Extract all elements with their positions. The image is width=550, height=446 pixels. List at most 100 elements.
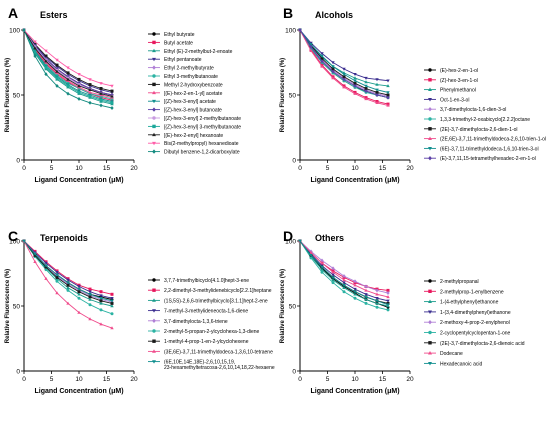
data-point xyxy=(353,73,357,76)
y-tick-label: 100 xyxy=(285,239,296,246)
x-tick-label: 20 xyxy=(130,165,138,172)
data-point xyxy=(66,66,70,70)
y-tick-label: 0 xyxy=(292,369,296,376)
data-point xyxy=(353,283,357,287)
data-point xyxy=(110,326,114,330)
x-tick-label: 0 xyxy=(298,165,302,172)
y-tick-label: 0 xyxy=(16,158,20,165)
legend-marker xyxy=(152,116,156,120)
legend-label: 1-(3,4-dimethylphenyl)ethanone xyxy=(440,310,511,316)
data-point xyxy=(33,252,37,256)
data-point xyxy=(353,83,357,88)
data-point xyxy=(353,290,357,294)
data-point xyxy=(110,312,114,316)
legend-label: (E)-3,7,11,15-tetramethylhexadec-2-en-1-… xyxy=(440,156,536,162)
legend-label: 1-(4-ethylphenyl)ethanone xyxy=(440,300,499,306)
legend-marker xyxy=(152,309,156,313)
data-point xyxy=(77,310,81,314)
data-point xyxy=(33,249,37,253)
data-point xyxy=(55,63,59,67)
x-tick-label: 0 xyxy=(22,165,26,172)
x-tick-label: 10 xyxy=(351,165,359,172)
data-point xyxy=(55,271,59,274)
series-line xyxy=(299,240,389,304)
y-tick-label: 50 xyxy=(289,304,297,311)
y-tick-label: 50 xyxy=(289,93,297,100)
legend-marker xyxy=(152,124,156,129)
data-point xyxy=(386,91,390,95)
y-tick-label: 0 xyxy=(292,158,296,165)
legend-marker xyxy=(428,106,432,112)
data-point xyxy=(353,81,357,85)
data-point xyxy=(320,59,324,64)
data-point xyxy=(353,91,357,95)
data-point xyxy=(364,97,368,101)
data-point xyxy=(309,44,313,49)
legend-label: 3,7-dimethylocta-1,3,6-triene xyxy=(164,319,228,325)
data-point xyxy=(77,287,81,291)
data-point xyxy=(66,77,70,81)
legend-marker xyxy=(428,147,432,151)
legend-label: Ethyl (E)-2-methylbut-2-enoate xyxy=(164,49,233,55)
legend-marker xyxy=(152,288,156,292)
legend-label: 2-methylprop-1-enylbenzene xyxy=(440,289,504,295)
data-point xyxy=(320,64,324,68)
data-point xyxy=(342,67,346,71)
legend-label-line: 23-hexamethyltetracosa-2,6,10,14,18,22-h… xyxy=(164,365,275,371)
data-point xyxy=(320,57,324,61)
data-point xyxy=(88,100,92,105)
data-point xyxy=(88,290,92,294)
data-point xyxy=(66,288,70,292)
legend-label: 2-cyclopentylcyclopentan-1-one xyxy=(440,331,511,337)
legend-marker xyxy=(152,57,156,62)
data-point xyxy=(55,69,59,73)
data-point xyxy=(99,290,103,294)
data-point xyxy=(66,91,70,96)
data-point xyxy=(331,273,335,277)
legend-label: 3,7-dimethylocta-1,6-dien-3-ol xyxy=(440,107,506,113)
x-axis-label: Ligand Concentration (μM) xyxy=(310,388,399,395)
legend-marker xyxy=(152,149,156,154)
panel-esters: A Esters 0 50 100 0 5 10 15 20 Ligand Concentratio… xyxy=(5,5,241,184)
legend-label: Dibutyl benzene-1,2-dicarboxylate xyxy=(164,150,240,156)
panel-others: D Others 0 50 100 0 5 10 15 20 Ligand Concentratio… xyxy=(280,228,525,395)
x-axis-label: Ligand Concentration (μM) xyxy=(310,177,399,184)
x-tick-label: 20 xyxy=(406,165,414,172)
legend-marker xyxy=(152,318,156,324)
data-point xyxy=(342,281,346,285)
data-point xyxy=(44,54,48,58)
legend-label: 1,3,3-trimethyl-2-oxabicyclo[2.2.2]octan… xyxy=(440,117,530,123)
legend-label: Hexadecanoic acid xyxy=(440,361,482,367)
data-point xyxy=(364,80,368,84)
legend-marker xyxy=(152,339,156,343)
data-point xyxy=(99,98,103,102)
data-point xyxy=(364,89,368,94)
data-point xyxy=(44,49,48,53)
data-point xyxy=(66,84,70,88)
data-point xyxy=(375,90,379,94)
data-point xyxy=(375,305,379,309)
x-tick-label: 5 xyxy=(326,376,330,383)
data-point xyxy=(386,291,390,295)
data-point xyxy=(353,76,357,80)
data-point xyxy=(298,239,302,243)
data-point xyxy=(364,76,368,80)
x-tick-label: 10 xyxy=(75,165,83,172)
data-point xyxy=(99,322,103,326)
legend-label: Ethyl 2-methylbutyrate xyxy=(164,66,214,72)
legend-marker xyxy=(152,141,156,146)
data-point xyxy=(55,273,59,277)
data-point xyxy=(66,277,70,281)
data-point xyxy=(386,303,390,307)
panel-alcohols: B Alcohols 0 50 100 0 5 10 15 20 Ligand Concentrat… xyxy=(280,5,546,184)
legend-marker xyxy=(152,278,156,282)
legend-label: [(Z)-hex-3-enyl] 2-methylbutanoate xyxy=(164,116,241,122)
data-point xyxy=(364,284,368,289)
data-point xyxy=(44,276,48,280)
y-tick-label: 0 xyxy=(16,369,20,376)
data-point xyxy=(33,40,37,44)
legend-marker xyxy=(152,48,156,53)
data-point xyxy=(353,292,357,296)
x-axis-label: Ligand Concentration (μM) xyxy=(34,177,123,184)
